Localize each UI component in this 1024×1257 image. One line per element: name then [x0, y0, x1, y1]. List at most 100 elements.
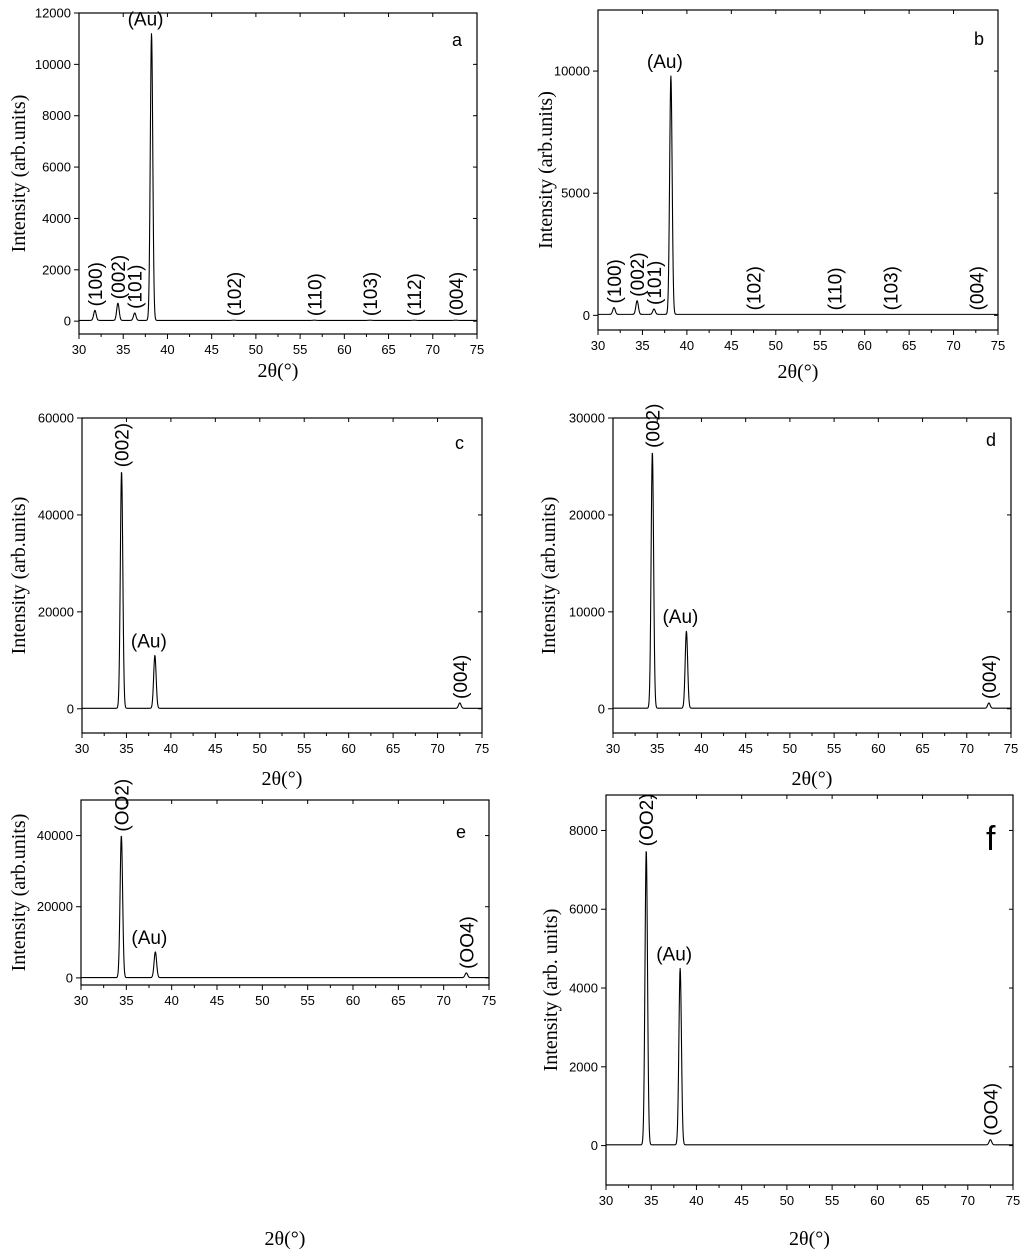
x-tick-label: 45 — [204, 342, 218, 357]
x-tick-label: 35 — [119, 741, 133, 756]
xrd-trace-b — [597, 75, 999, 315]
plot-frame — [81, 417, 483, 734]
x-tick-label: 35 — [116, 342, 130, 357]
x-tick-label: 35 — [644, 1193, 658, 1208]
peak-label: (OO2) — [637, 793, 658, 846]
y-tick-label: 4000 — [42, 211, 71, 226]
x-tick-label: 70 — [946, 338, 960, 353]
y-tick-label: 12000 — [35, 6, 71, 21]
x-tick-label: 40 — [689, 1193, 703, 1208]
x-tick-label: 55 — [300, 993, 314, 1008]
y-tick-label: 60000 — [38, 411, 74, 426]
y-axis-title: Intensity (arb.units) — [535, 91, 557, 249]
x-axis-title: 2θ(°) — [265, 1228, 306, 1250]
y-tick-label: 0 — [591, 1138, 598, 1153]
x-tick-label: 50 — [780, 1193, 794, 1208]
y-tick-label: 4000 — [569, 981, 598, 996]
panel-e: 30 35 40 45 50 55 60 65 70 75 0 20000 40000 (OO2) (Au)… — [8, 779, 496, 1250]
peak-label: (002) — [113, 423, 134, 467]
y-tick-label: 0 — [67, 701, 74, 716]
panel-f: 30 35 40 45 50 55 60 65 70 75 0 2000 4000 6000 8000 (OO… — [540, 793, 1020, 1250]
y-tick-label: 2000 — [569, 1059, 598, 1074]
x-tick-label: 75 — [1004, 741, 1018, 756]
peak-label: (110) — [305, 273, 326, 316]
y-tick-label: 8000 — [42, 108, 71, 123]
xrd-trace-f — [605, 851, 1014, 1146]
x-tick-label: 40 — [164, 741, 178, 756]
x-tick-label: 65 — [391, 993, 405, 1008]
x-tick-label: 30 — [74, 993, 88, 1008]
x-tick-label: 45 — [734, 1193, 748, 1208]
x-tick-label: 40 — [694, 741, 708, 756]
peak-label: (Au) — [647, 52, 683, 73]
y-tick-label: 0 — [583, 308, 590, 323]
peak-label: (101) — [645, 261, 666, 305]
x-tick-label: 65 — [386, 741, 400, 756]
xrd-trace-a — [78, 33, 478, 321]
x-tick-label: 70 — [961, 1193, 975, 1208]
xrd-trace-c — [81, 471, 483, 709]
x-axis-title: 2θ(°) — [792, 768, 833, 790]
panel-c: 30 35 40 45 50 55 60 65 70 75 0 20000 40000 60000 (002… — [8, 411, 489, 791]
panel-letter: a — [452, 30, 463, 50]
peak-label: (004) — [980, 655, 1001, 699]
x-tick-label: 70 — [426, 342, 440, 357]
xrd-trace-e — [80, 835, 490, 979]
y-tick-label: 20000 — [569, 507, 605, 522]
x-tick-label: 75 — [470, 342, 484, 357]
x-tick-label: 45 — [724, 338, 738, 353]
x-tick-label: 55 — [293, 342, 307, 357]
y-tick-label: 40000 — [38, 507, 74, 522]
panel-d: 30 35 40 45 50 55 60 65 70 75 0 10000 20000 30000 (002… — [538, 404, 1018, 790]
peak-label: (OO2) — [112, 779, 133, 832]
peak-label: (OO4) — [457, 916, 478, 969]
x-axis-title: 2θ(°) — [262, 768, 303, 790]
peak-label: (004) — [968, 266, 989, 310]
x-tick-label: 60 — [857, 338, 871, 353]
x-tick-label: 75 — [475, 741, 489, 756]
y-tick-label: 30000 — [569, 411, 605, 426]
y-tick-label: 0 — [66, 970, 73, 985]
peak-label: (100) — [86, 262, 107, 306]
peak-label: (002) — [628, 252, 649, 296]
xrd-trace-d — [612, 452, 1012, 709]
y-tick-label: 8000 — [569, 823, 598, 838]
x-tick-label: 60 — [337, 342, 351, 357]
x-tick-label: 75 — [991, 338, 1005, 353]
peak-label: (Au) — [128, 10, 164, 31]
x-tick-label: 30 — [599, 1193, 613, 1208]
x-tick-label: 50 — [253, 741, 267, 756]
x-tick-label: 75 — [1006, 1193, 1020, 1208]
x-tick-label: 30 — [75, 741, 89, 756]
peak-label: (102) — [225, 272, 246, 316]
panel-letter: f — [986, 820, 996, 858]
x-tick-label: 45 — [208, 741, 222, 756]
x-axis-title: 2θ(°) — [258, 360, 299, 382]
peak-label: (Au) — [131, 631, 167, 652]
panel-a: 30 35 40 45 50 55 60 65 70 75 0 2000 4000 6000 8000 100… — [8, 6, 484, 383]
x-tick-label: 30 — [606, 741, 620, 756]
peak-label: (101) — [126, 265, 147, 309]
x-tick-label: 70 — [430, 741, 444, 756]
x-tick-label: 60 — [871, 741, 885, 756]
peak-label: (110) — [825, 267, 846, 310]
peak-label: (002) — [109, 255, 130, 299]
y-tick-label: 0 — [64, 314, 71, 329]
y-axis-title: Intensity (arb.units) — [538, 497, 560, 655]
x-tick-label: 40 — [680, 338, 694, 353]
x-tick-label: 65 — [902, 338, 916, 353]
plot-frame — [80, 799, 490, 986]
peak-label: (103) — [881, 266, 902, 310]
y-tick-label: 0 — [598, 701, 605, 716]
plot-frame — [612, 417, 1012, 734]
x-tick-label: 50 — [249, 342, 263, 357]
panel-letter: e — [456, 822, 466, 842]
y-tick-label: 6000 — [569, 902, 598, 917]
x-tick-label: 50 — [255, 993, 269, 1008]
plot-frame — [605, 794, 1014, 1186]
x-tick-label: 40 — [164, 993, 178, 1008]
x-tick-label: 65 — [915, 1193, 929, 1208]
y-axis-title: Intensity (arb. units) — [540, 909, 562, 1072]
x-tick-label: 40 — [160, 342, 174, 357]
